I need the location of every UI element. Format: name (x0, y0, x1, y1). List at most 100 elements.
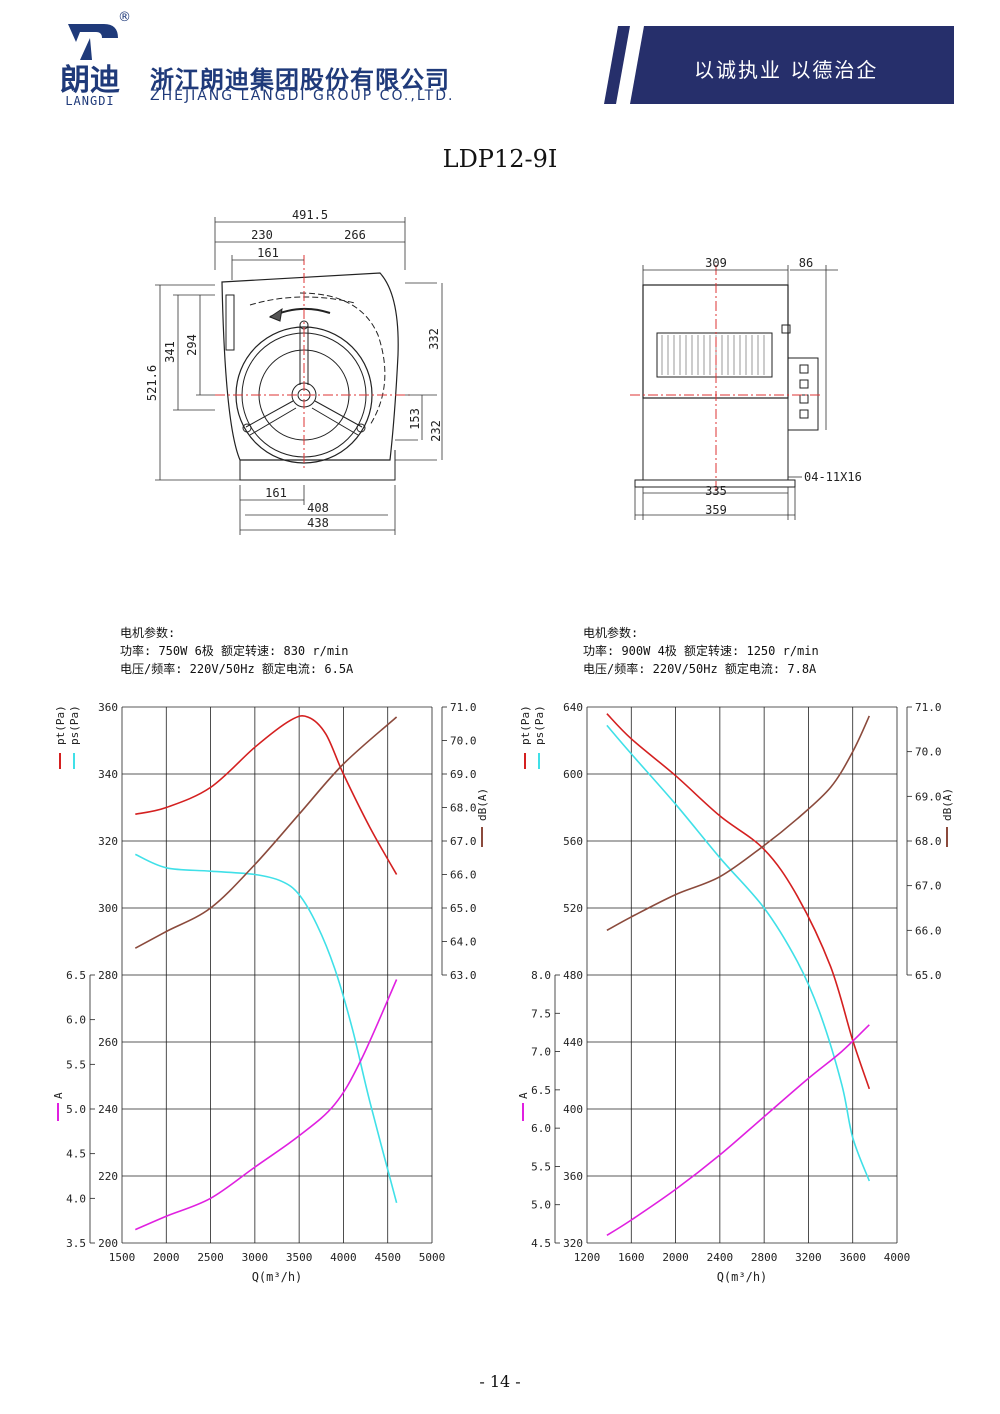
pressure-tick-label: 240 (98, 1103, 118, 1116)
x-tick-label: 2000 (153, 1251, 180, 1264)
dim-label: 161 (257, 246, 279, 260)
current-tick-label: 5.0 (531, 1199, 551, 1212)
company-name-en: ZHEJIANG LANGDI GROUP CO.,LTD. (150, 88, 455, 104)
motor-line-1: 功率: 750W 6极 额定转速: 830 r/min (120, 644, 349, 658)
pressure-tick-label: 340 (98, 768, 118, 781)
dim-label: 408 (307, 501, 329, 515)
series-line-pressure (134, 853, 398, 1204)
dim-label: 332 (427, 328, 441, 350)
current-tick-label: 5.0 (66, 1103, 86, 1116)
current-tick-label: 4.5 (66, 1148, 86, 1161)
current-tick-label: 3.5 (66, 1237, 86, 1250)
x-tick-label: 3200 (795, 1251, 822, 1264)
current-tick-label: 4.0 (66, 1192, 86, 1205)
ps-axis-label: ps(Pa) (68, 705, 81, 745)
current-tick-label: 8.0 (531, 969, 551, 982)
x-tick-label: 3500 (286, 1251, 313, 1264)
x-axis-label: Q(m³/h) (717, 1270, 768, 1284)
motor-line-2: 电压/频率: 220V/50Hz 额定电流: 6.5A (120, 662, 354, 676)
x-tick-label: 4000 (330, 1251, 357, 1264)
x-axis-label: Q(m³/h) (252, 1270, 303, 1284)
x-tick-label: 1200 (574, 1251, 601, 1264)
x-tick-label: 4000 (884, 1251, 911, 1264)
registered-mark: ® (118, 10, 131, 25)
motor-heading: 电机参数: (120, 626, 176, 640)
dim-label: 359 (705, 503, 727, 517)
x-tick-label: 2400 (707, 1251, 734, 1264)
front-view (155, 217, 443, 535)
current-tick-label: 5.5 (66, 1058, 86, 1071)
noise-tick-label: 66.0 (450, 869, 477, 882)
company-name-cn: 浙江朗迪集团股份有限公司 (150, 66, 450, 94)
motor-line-1: 功率: 900W 4极 额定转速: 1250 r/min (583, 644, 819, 658)
company-logo: 朗迪 LANGDI (40, 12, 140, 108)
noise-tick-label: 70.0 (915, 746, 942, 759)
current-axis-label: A (517, 1092, 530, 1099)
x-tick-label: 1500 (109, 1251, 136, 1264)
x-tick-label: 2500 (197, 1251, 224, 1264)
x-tick-label: 2800 (751, 1251, 778, 1264)
pressure-tick-label: 600 (563, 768, 583, 781)
pressure-tick-label: 300 (98, 902, 118, 915)
series-line-pressure (606, 713, 871, 1090)
dim-label: 232 (429, 420, 443, 442)
pressure-tick-label: 280 (98, 969, 118, 982)
noise-tick-label: 67.0 (915, 880, 942, 893)
noise-tick-label: 63.0 (450, 969, 477, 982)
pressure-tick-label: 480 (563, 969, 583, 982)
page-number: - 14 - (479, 1372, 521, 1391)
pressure-tick-label: 320 (98, 835, 118, 848)
noise-axis-label: dB(A) (941, 788, 954, 821)
noise-tick-label: 65.0 (915, 969, 942, 982)
noise-tick-label: 69.0 (450, 768, 477, 781)
pressure-tick-label: 200 (98, 1237, 118, 1250)
current-tick-label: 4.5 (531, 1237, 551, 1250)
noise-tick-label: 71.0 (915, 701, 942, 714)
x-tick-label: 3000 (242, 1251, 269, 1264)
dim-label: 309 (705, 256, 727, 270)
noise-tick-label: 71.0 (450, 701, 477, 714)
pressure-tick-label: 360 (98, 701, 118, 714)
dim-label: 153 (408, 408, 422, 430)
pressure-tick-label: 220 (98, 1170, 118, 1183)
pressure-tick-label: 640 (563, 701, 583, 714)
ps-axis-label: ps(Pa) (533, 705, 546, 745)
x-tick-label: 2000 (662, 1251, 689, 1264)
current-tick-label: 6.0 (66, 1014, 86, 1027)
noise-tick-label: 70.0 (450, 735, 477, 748)
noise-tick-label: 65.0 (450, 902, 477, 915)
motor-params-right: 电机参数: 功率: 900W 4极 额定转速: 1250 r/min 电压/频率… (583, 624, 819, 678)
dim-label: 341 (163, 341, 177, 363)
pt-axis-label: pt(Pa) (519, 705, 532, 745)
dim-label: 521.6 (145, 365, 159, 401)
pressure-tick-label: 400 (563, 1103, 583, 1116)
current-tick-label: 7.5 (531, 1007, 551, 1020)
noise-tick-label: 67.0 (450, 835, 477, 848)
noise-tick-label: 68.0 (915, 835, 942, 848)
slogan-text: 以诚执业 以德治企 (694, 58, 879, 82)
noise-tick-label: 69.0 (915, 790, 942, 803)
pressure-tick-label: 360 (563, 1170, 583, 1183)
motor-line-2: 电压/频率: 220V/50Hz 额定电流: 7.8A (583, 662, 817, 676)
x-tick-label: 1600 (618, 1251, 645, 1264)
current-tick-label: 5.5 (531, 1160, 551, 1173)
dim-label: 294 (185, 334, 199, 356)
motor-heading: 电机参数: (583, 626, 639, 640)
noise-tick-label: 64.0 (450, 936, 477, 949)
logo-en: LANGDI (65, 94, 114, 107)
dim-label: 491.5 (292, 208, 328, 222)
series-line-pressure (606, 724, 871, 1182)
current-tick-label: 6.5 (531, 1084, 551, 1097)
current-tick-label: 6.5 (66, 969, 86, 982)
series-line-noise (134, 716, 398, 949)
series-line-pressure (135, 715, 398, 875)
model-title: LDP12-9I (442, 145, 558, 173)
series-line-current (606, 1024, 870, 1236)
pressure-tick-label: 560 (563, 835, 583, 848)
logo-cn: 朗迪 (60, 63, 120, 98)
pressure-tick-label: 520 (563, 902, 583, 915)
noise-axis-label: dB(A) (476, 788, 489, 821)
dim-label: 230 (251, 228, 273, 242)
dim-label: 86 (799, 256, 813, 270)
dim-label: 161 (265, 486, 287, 500)
